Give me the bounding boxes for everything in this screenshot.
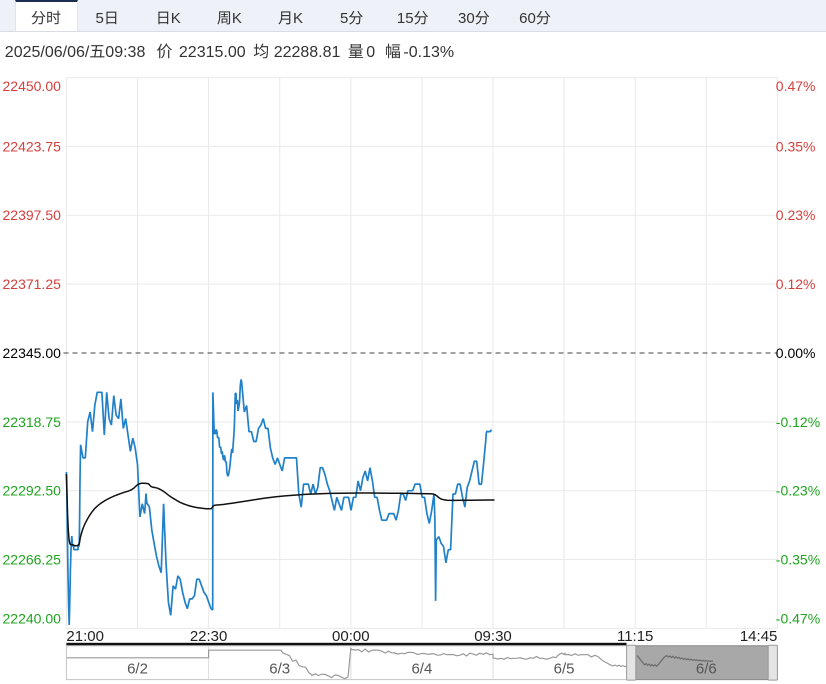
svg-text:60: 60 — [519, 10, 536, 27]
svg-text:09:30: 09:30 — [474, 628, 512, 645]
svg-text:14:45: 14:45 — [740, 628, 778, 645]
svg-text:22450.00: 22450.00 — [3, 78, 62, 94]
svg-text:K: K — [293, 10, 303, 27]
svg-text:00:00: 00:00 — [332, 628, 370, 645]
svg-text:0: 0 — [366, 44, 375, 61]
svg-text:15: 15 — [397, 10, 414, 27]
svg-text:2025/06/06/: 2025/06/06/ — [5, 44, 90, 61]
svg-text:30: 30 — [458, 10, 475, 27]
svg-text:6/2: 6/2 — [127, 661, 148, 678]
svg-text:22:30: 22:30 — [190, 628, 228, 645]
svg-text:22292.50: 22292.50 — [3, 483, 62, 499]
svg-text:22266.25: 22266.25 — [3, 551, 62, 567]
svg-text:0.23%: 0.23% — [776, 207, 816, 223]
svg-text:22371.25: 22371.25 — [3, 276, 62, 292]
svg-text:K: K — [171, 10, 181, 27]
svg-text:K: K — [232, 10, 242, 27]
svg-text:0.12%: 0.12% — [776, 276, 816, 292]
svg-text:22423.75: 22423.75 — [3, 138, 62, 154]
svg-text:22397.50: 22397.50 — [3, 207, 62, 223]
svg-text:0.00%: 0.00% — [776, 345, 816, 361]
svg-text:22318.75: 22318.75 — [3, 414, 62, 430]
svg-text:21:00: 21:00 — [66, 628, 104, 645]
svg-text:-0.23%: -0.23% — [776, 483, 820, 499]
svg-text:22240.00: 22240.00 — [3, 611, 62, 627]
svg-text:6/6: 6/6 — [696, 661, 717, 678]
svg-text:-0.13%: -0.13% — [403, 44, 454, 61]
svg-text:-0.35%: -0.35% — [776, 551, 820, 567]
svg-text:6/3: 6/3 — [269, 661, 290, 678]
svg-text:-0.12%: -0.12% — [776, 414, 820, 430]
svg-text:6/4: 6/4 — [411, 661, 432, 678]
svg-text:-0.47%: -0.47% — [776, 611, 820, 627]
svg-text:0.35%: 0.35% — [776, 138, 816, 154]
svg-text:5: 5 — [340, 10, 348, 27]
svg-text:11:15: 11:15 — [617, 628, 653, 645]
svg-text:22315.00: 22315.00 — [179, 44, 246, 61]
svg-text:6/5: 6/5 — [554, 661, 575, 678]
svg-text:09:38: 09:38 — [105, 44, 145, 61]
svg-text:0.47%: 0.47% — [776, 78, 816, 94]
svg-text:22288.81: 22288.81 — [274, 44, 341, 61]
svg-text:5: 5 — [95, 10, 103, 27]
svg-text:22345.00: 22345.00 — [3, 345, 62, 361]
